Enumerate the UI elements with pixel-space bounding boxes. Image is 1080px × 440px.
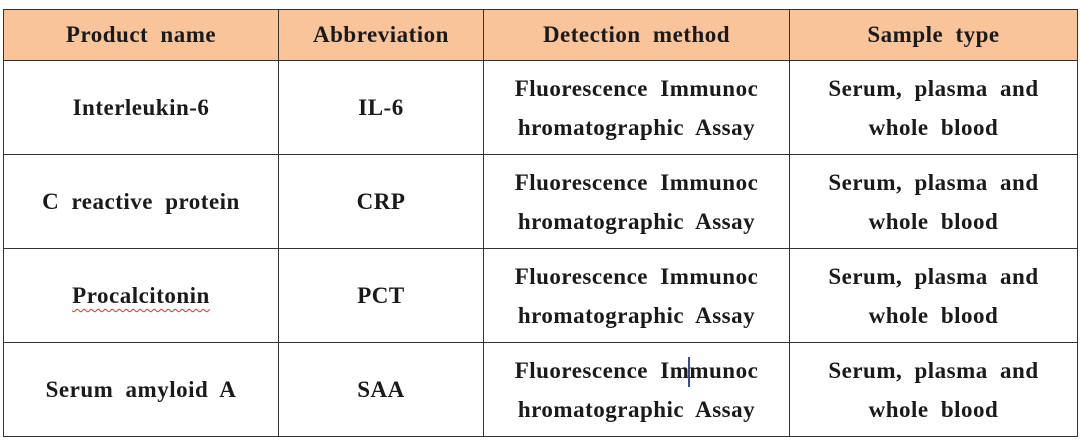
sample-line-1: Serum, plasma and — [828, 75, 1039, 101]
table-row: C reactive protein CRP Fluorescence Immu… — [3, 154, 1078, 249]
cell-abbreviation[interactable]: IL-6 — [278, 60, 484, 155]
header-abbreviation[interactable]: Abbreviation — [278, 9, 484, 61]
table-row: Procalcitonin PCT Fluorescence Immunoc h… — [3, 248, 1078, 343]
cell-sample-type[interactable]: Serum, plasma and whole blood — [789, 154, 1078, 249]
method-line-2: hromatographic Assay — [517, 302, 756, 328]
method-line-1-after-cursor: munoc — [689, 357, 759, 383]
header-product-name[interactable]: Product name — [3, 9, 279, 61]
cell-detection-method[interactable]: Fluorescence Immunoc hromatographic Assa… — [483, 60, 790, 155]
method-line-1-before-cursor: Fluorescence Im — [514, 357, 690, 383]
sample-line-2: whole blood — [868, 208, 999, 234]
method-line-1: Fluorescence Immunoc — [490, 351, 783, 390]
cell-abbreviation[interactable]: CRP — [278, 154, 484, 249]
cell-abbreviation[interactable]: SAA — [278, 342, 484, 437]
cell-product[interactable]: C reactive protein — [3, 154, 279, 249]
cell-sample-type[interactable]: Serum, plasma and whole blood — [789, 248, 1078, 343]
text-cursor — [688, 357, 691, 388]
sample-line-2: whole blood — [868, 114, 999, 140]
cell-detection-method[interactable]: Fluorescence Immunoc hromatographic Assa… — [483, 248, 790, 343]
method-line-2: hromatographic Assay — [517, 114, 756, 140]
cell-sample-type[interactable]: Serum, plasma and whole blood — [789, 342, 1078, 437]
table-body: Interleukin-6 IL-6 Fluorescence Immunoc … — [3, 60, 1078, 437]
header-detection-method[interactable]: Detection method — [483, 9, 790, 61]
product-table: Product name Abbreviation Detection meth… — [3, 9, 1078, 437]
method-line-1: Fluorescence Immunoc — [514, 263, 759, 289]
method-line-2: hromatographic Assay — [517, 208, 756, 234]
cell-product[interactable]: Procalcitonin — [3, 248, 279, 343]
method-line-1: Fluorescence Immunoc — [514, 169, 759, 195]
sample-line-1: Serum, plasma and — [828, 357, 1039, 383]
cell-detection-method[interactable]: Fluorescence Immunoc hromatographic Assa… — [483, 342, 790, 437]
table-row: Serum amyloid A SAA Fluorescence Immunoc… — [3, 342, 1078, 437]
spellcheck-flagged-text: Procalcitonin — [72, 283, 210, 308]
table-header: Product name Abbreviation Detection meth… — [3, 9, 1078, 61]
sample-line-1: Serum, plasma and — [828, 263, 1039, 289]
method-line-1: Fluorescence Immunoc — [514, 75, 759, 101]
sample-line-2: whole blood — [868, 396, 999, 422]
table-row: Interleukin-6 IL-6 Fluorescence Immunoc … — [3, 60, 1078, 155]
cell-detection-method[interactable]: Fluorescence Immunoc hromatographic Assa… — [483, 154, 790, 249]
header-sample-type[interactable]: Sample type — [789, 9, 1078, 61]
cell-product[interactable]: Interleukin-6 — [3, 60, 279, 155]
sample-line-1: Serum, plasma and — [828, 169, 1039, 195]
product-table-container: Product name Abbreviation Detection meth… — [3, 9, 1078, 437]
sample-line-2: whole blood — [868, 302, 999, 328]
cell-product[interactable]: Serum amyloid A — [3, 342, 279, 437]
method-line-2: hromatographic Assay — [517, 396, 756, 422]
cell-abbreviation[interactable]: PCT — [278, 248, 484, 343]
cell-sample-type[interactable]: Serum, plasma and whole blood — [789, 60, 1078, 155]
header-row: Product name Abbreviation Detection meth… — [3, 9, 1078, 61]
